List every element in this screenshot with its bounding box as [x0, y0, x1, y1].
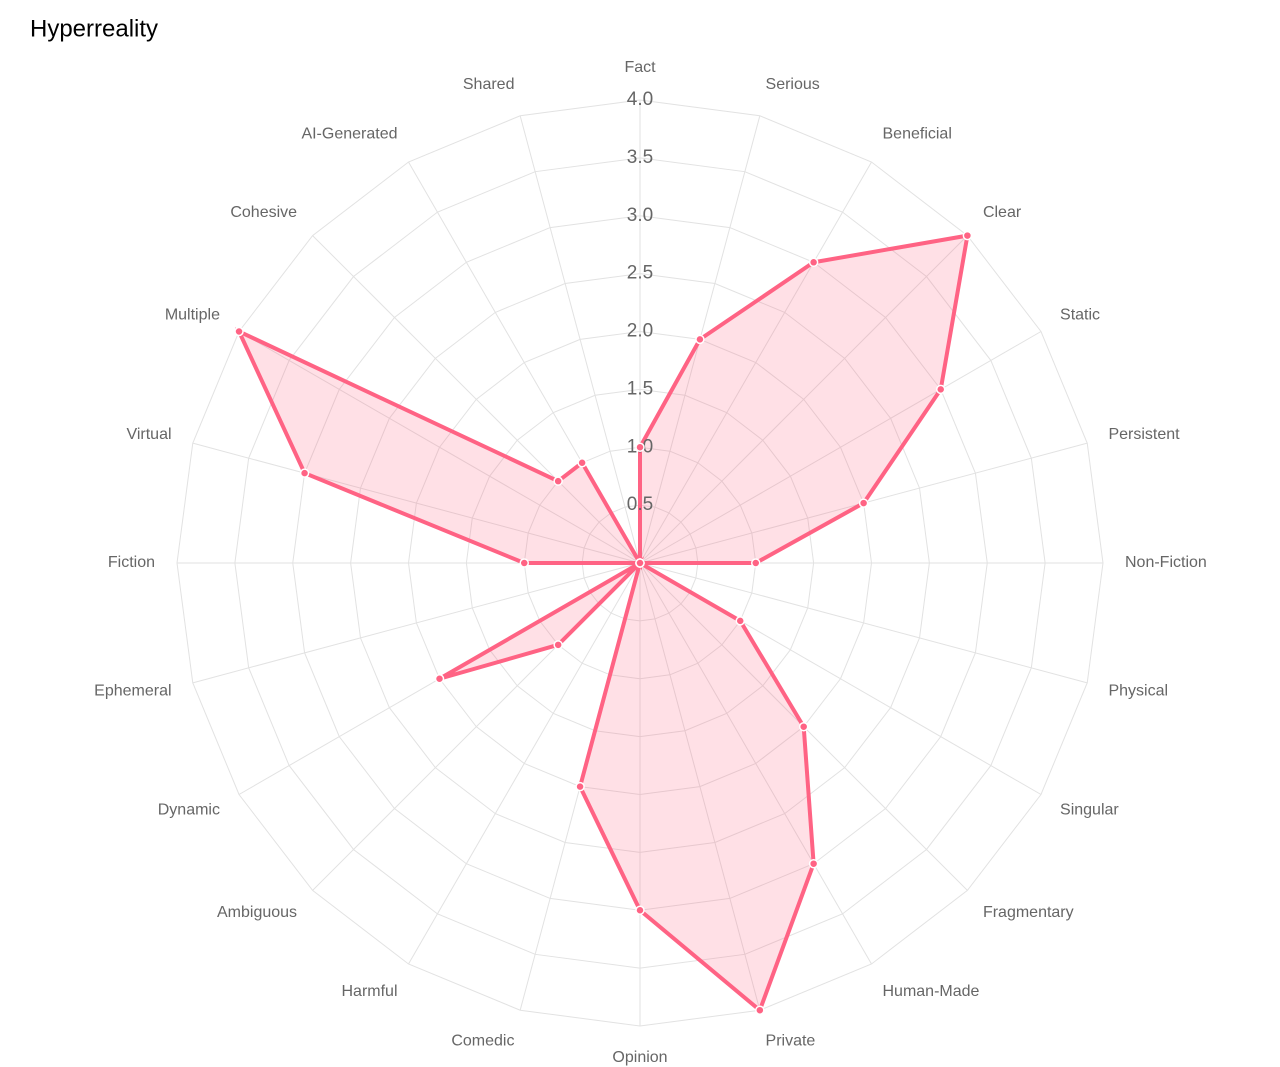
data-point — [575, 781, 585, 792]
spoke — [192, 562, 641, 684]
spoke — [639, 331, 1042, 564]
data-point — [299, 468, 310, 478]
axis-label: Fact — [624, 59, 656, 76]
data-point — [808, 257, 819, 268]
axis-label: Private — [766, 1032, 816, 1049]
data-point — [695, 334, 705, 345]
spoke — [639, 562, 761, 1011]
axis-label: Ambiguous — [217, 904, 297, 921]
axis-label: Comedic — [451, 1032, 514, 1049]
spoke — [639, 562, 1088, 684]
r-tick-label: 0.5 — [627, 494, 653, 515]
data-point — [755, 1005, 765, 1015]
axis-label: Non-Fiction — [1125, 554, 1207, 571]
data-point — [858, 498, 869, 508]
spoke — [519, 115, 641, 564]
axis-label: Beneficial — [883, 126, 952, 143]
data-point — [935, 384, 946, 395]
data-point — [553, 640, 563, 650]
data-point — [751, 558, 761, 568]
axis-label: Static — [1060, 307, 1100, 324]
axis-label: Human-Made — [883, 983, 980, 1000]
axis-label: Fiction — [108, 554, 155, 571]
r-tick-label: 2.5 — [627, 263, 653, 284]
axis-label: Clear — [983, 204, 1022, 221]
r-tick-label: 3.5 — [627, 147, 653, 168]
axis-label: Virtual — [126, 426, 171, 443]
axis-label: Fragmentary — [983, 904, 1074, 921]
axis-label: Ephemeral — [94, 682, 171, 699]
spoke — [639, 235, 968, 564]
data-point — [234, 326, 244, 337]
axis-label: Harmful — [341, 983, 397, 1000]
r-tick-label: 3.0 — [627, 205, 653, 226]
data-point — [553, 476, 563, 486]
r-tick-label: 1.5 — [627, 378, 653, 399]
data-point — [798, 721, 809, 732]
axis-label: Multiple — [165, 307, 220, 324]
data-area — [234, 233, 970, 1014]
spoke — [408, 562, 641, 965]
axis-label: Serious — [766, 76, 820, 93]
spoke — [639, 161, 872, 564]
axis-label: Opinion — [612, 1049, 667, 1066]
spoke — [639, 562, 872, 965]
data-point — [735, 616, 745, 626]
axis-label: Cohesive — [230, 204, 297, 221]
axis-label: Physical — [1108, 682, 1168, 699]
data-point — [519, 558, 529, 568]
data-point — [434, 674, 445, 684]
spoke — [312, 235, 641, 564]
axis-label: Singular — [1060, 802, 1119, 819]
axis-label: Shared — [463, 76, 515, 93]
data-point — [635, 905, 645, 915]
data-point — [962, 230, 973, 241]
spoke — [192, 442, 641, 564]
data-point — [577, 458, 587, 468]
data-point — [635, 442, 645, 452]
chart-title: Hyperreality — [30, 15, 158, 42]
axis-label: Dynamic — [158, 802, 220, 819]
axis-label: AI-Generated — [301, 126, 397, 143]
spoke — [238, 331, 641, 564]
r-tick-label: 4.0 — [627, 89, 653, 110]
axis-label: Persistent — [1108, 426, 1180, 443]
data-point — [635, 558, 645, 568]
r-tick-label: 2.0 — [627, 321, 653, 342]
data-point — [808, 858, 819, 869]
